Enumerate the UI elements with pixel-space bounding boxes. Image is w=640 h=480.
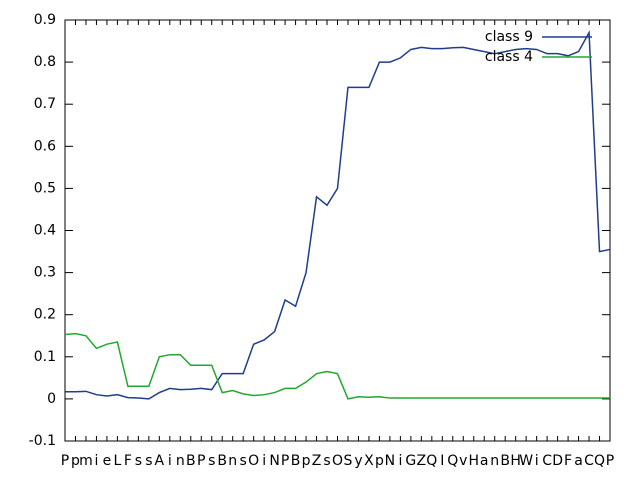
x-tick-label: e xyxy=(103,453,112,469)
x-tick-label: D xyxy=(552,453,563,469)
x-tick-label: p xyxy=(302,453,311,469)
x-tick-label: A xyxy=(155,453,165,469)
line-series xyxy=(65,29,611,400)
x-tick-label: B xyxy=(186,453,196,469)
x-tick-label: Q xyxy=(426,453,437,469)
x-tick-label: p xyxy=(71,453,80,469)
line-series xyxy=(64,332,610,400)
x-tick-label: s xyxy=(135,453,142,469)
y-tick-label: 0 xyxy=(47,391,56,407)
x-tick-label: F xyxy=(124,453,132,469)
y-tick-label: -0.1 xyxy=(29,433,56,449)
x-tick-label: Z xyxy=(312,453,322,469)
x-tick-label: i xyxy=(94,453,98,469)
y-tick-label: 0.1 xyxy=(34,349,56,365)
x-tick-label: P xyxy=(197,453,205,469)
x-tick-label: n xyxy=(228,453,237,469)
x-tick-label: X xyxy=(364,453,374,469)
x-tick-label: B xyxy=(500,453,510,469)
x-tick-label: i xyxy=(168,453,172,469)
x-tick-label: C xyxy=(542,453,552,469)
x-tick-label: L xyxy=(113,453,121,469)
y-tick-label: 0.5 xyxy=(34,180,56,196)
x-tick-label: n xyxy=(176,453,185,469)
x-tick-label: i xyxy=(398,453,402,469)
x-tick-label: C xyxy=(584,453,594,469)
x-tick-label: a xyxy=(574,453,583,469)
x-tick-label: s xyxy=(145,453,152,469)
x-tick-label: N xyxy=(269,453,279,469)
x-tick-label: B xyxy=(217,453,227,469)
x-tick-label: P xyxy=(281,453,289,469)
x-tick-label: s xyxy=(208,453,215,469)
legend-label: class 9 xyxy=(485,29,533,45)
x-tick-label: i xyxy=(262,453,266,469)
y-tick-label: 0.4 xyxy=(34,223,56,239)
x-tick-label: m xyxy=(79,453,93,469)
x-tick-label: O xyxy=(248,453,259,469)
x-tick-label: p xyxy=(375,453,384,469)
y-tick-label: 0.8 xyxy=(34,54,56,70)
y-tick-label: 0.3 xyxy=(34,265,56,281)
y-tick-label: 0.7 xyxy=(34,96,56,112)
x-tick-label: n xyxy=(490,453,499,469)
x-tick-label: G xyxy=(405,453,416,469)
legend-label: class 4 xyxy=(485,49,533,65)
x-tick-label: a xyxy=(480,453,489,469)
x-tick-label: s xyxy=(240,453,247,469)
x-tick-label: Z xyxy=(417,453,427,469)
x-tick-label: Q xyxy=(447,453,458,469)
x-tick-label: S xyxy=(344,453,353,469)
y-tick-label: 0.9 xyxy=(34,12,56,28)
x-tick-label: B xyxy=(291,453,301,469)
x-tick-label: N xyxy=(385,453,395,469)
x-tick-label: W xyxy=(519,453,533,469)
x-tick-label: O xyxy=(332,453,343,469)
x-tick-label: y xyxy=(354,453,362,469)
x-tick-label: P xyxy=(61,453,69,469)
x-tick-label: Q xyxy=(594,453,605,469)
x-tick-label: H xyxy=(468,453,479,469)
x-tick-label: I xyxy=(440,453,444,469)
y-tick-label: 0.6 xyxy=(34,138,56,154)
x-tick-label: s xyxy=(323,453,330,469)
x-tick-label: P xyxy=(606,453,614,469)
x-tick-label: v xyxy=(459,453,467,469)
x-tick-label: i xyxy=(535,453,539,469)
x-tick-label: F xyxy=(564,453,572,469)
x-tick-label: H xyxy=(510,453,521,469)
plot-frame xyxy=(64,19,611,442)
y-tick-label: 0.2 xyxy=(34,307,56,323)
